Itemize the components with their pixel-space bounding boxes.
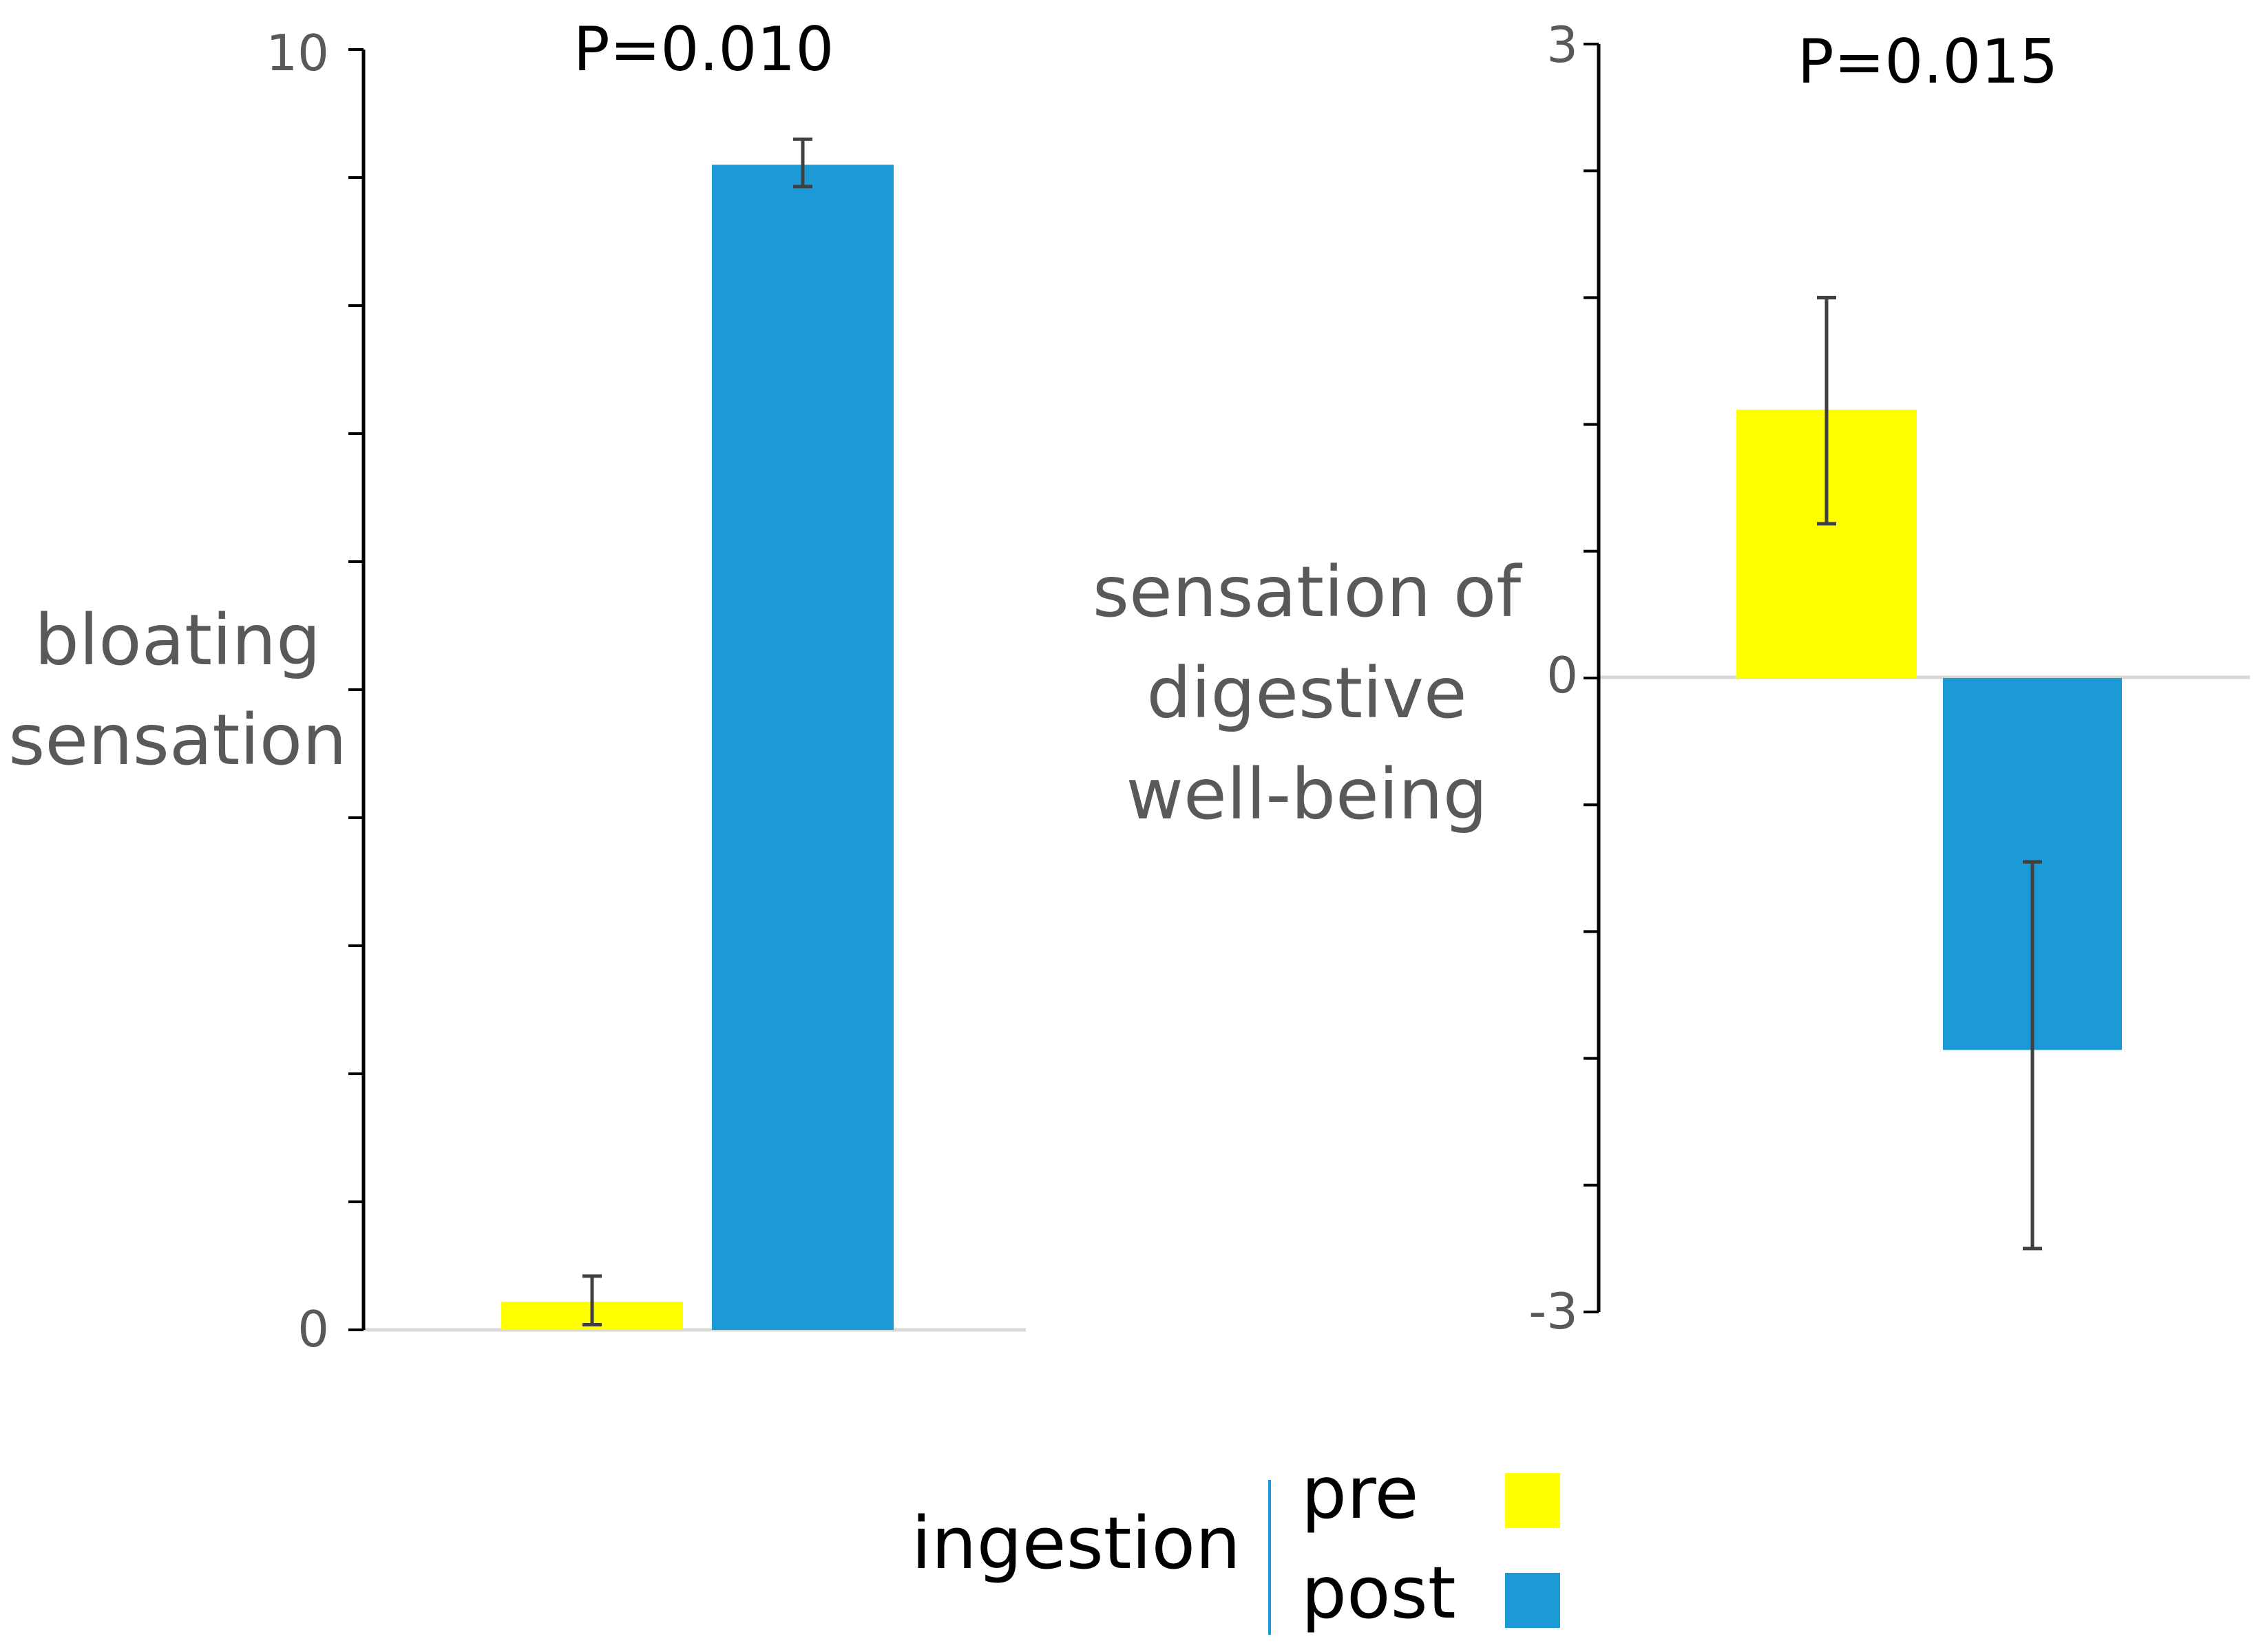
error-bar-pre	[582, 1274, 602, 1327]
error-bar-post	[2023, 860, 2042, 1251]
y-axis-ticks	[348, 48, 364, 1331]
y-axis-title-line: bloating	[34, 600, 321, 681]
y-tick-label-max: 10	[266, 24, 329, 82]
p-value-label: P=0.010	[574, 14, 834, 85]
legend-label-post: post	[1301, 1551, 1456, 1635]
y-axis-title-line: sensation	[8, 699, 347, 781]
bloating-chart: bloating sensation 10 0 P=0.010	[8, 14, 1026, 1358]
y-tick-label-min: -3	[1528, 1282, 1578, 1340]
well-being-chart: sensation of digestive well-being 3 0 -3…	[1093, 16, 2250, 1340]
error-bar-pre	[1817, 295, 1836, 526]
legend-title: ingestion	[912, 1501, 1241, 1585]
legend-swatch-post	[1505, 1573, 1560, 1628]
y-axis-title-line: digestive	[1146, 653, 1466, 734]
p-value-label: P=0.015	[1798, 26, 2059, 97]
bloating-y-axis-title: bloating sensation	[8, 600, 347, 781]
legend: ingestion pre post	[912, 1451, 1560, 1635]
y-tick-label-zero: 0	[297, 1300, 329, 1358]
legend-label-pre: pre	[1301, 1451, 1418, 1535]
legend-swatch-pre	[1505, 1473, 1560, 1528]
error-bar-post	[793, 137, 812, 189]
well-being-y-axis-title: sensation of digestive well-being	[1093, 551, 1522, 836]
y-axis-title-line: sensation of	[1093, 551, 1522, 633]
bar-post	[712, 165, 894, 1330]
y-axis-ticks	[1584, 43, 1599, 1313]
y-tick-label-max: 3	[1546, 16, 1578, 74]
y-axis-title-line: well-being	[1126, 754, 1488, 836]
y-tick-label-zero: 0	[1546, 646, 1578, 704]
